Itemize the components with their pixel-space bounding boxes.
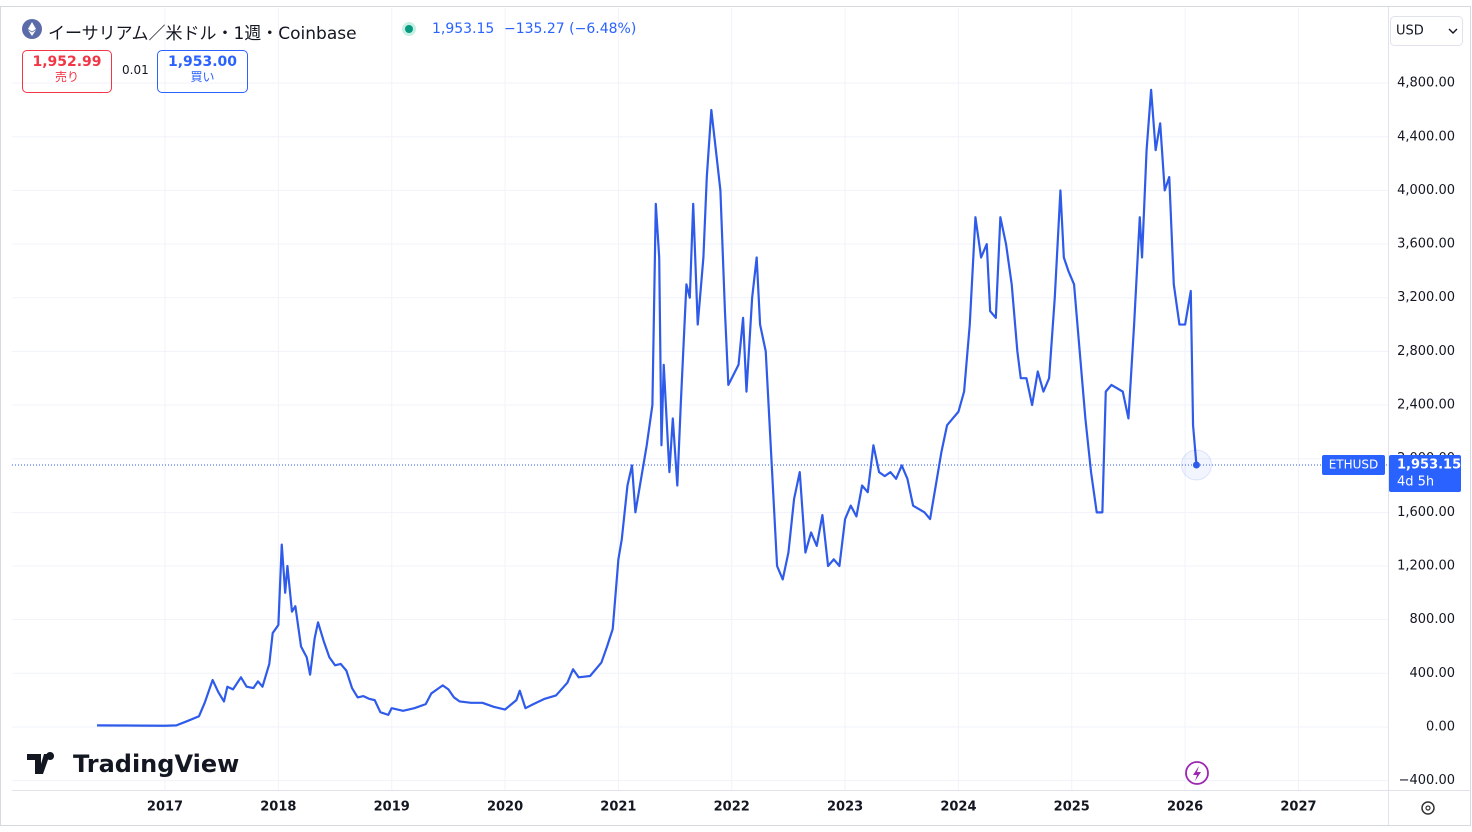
plot: [12, 88, 1388, 727]
frame-border: [0, 6, 1471, 826]
y-tick-label: 1,200.00: [1397, 558, 1455, 573]
symbol-badge-label: ETHUSD: [1329, 457, 1379, 471]
x-tick-label: 2017: [147, 800, 183, 815]
market-status[interactable]: [402, 22, 416, 36]
x-tick-label: 2021: [600, 800, 636, 815]
currency-label: USD: [1396, 24, 1424, 39]
currency-dropdown[interactable]: [1390, 16, 1463, 46]
x-tick-label: 2022: [714, 800, 750, 815]
y-tick-label: 400.00: [1410, 666, 1456, 681]
brand-name: TradingView: [73, 750, 239, 778]
brand-logo: [27, 752, 55, 774]
y-tick-label: 0.00: [1426, 719, 1455, 734]
buy-price: 1,953.00: [167, 54, 238, 70]
y-tick-label: 2,800.00: [1397, 344, 1455, 359]
x-tick-label: 2027: [1280, 800, 1316, 815]
header-change: −135.27 (−6.48%): [504, 21, 637, 37]
grid: [12, 8, 1388, 790]
x-tick-label: 2024: [940, 800, 976, 815]
y-tick-label: 3,600.00: [1397, 237, 1455, 252]
last-point: [1192, 461, 1200, 469]
lightning-icon[interactable]: [1185, 761, 1209, 785]
symbol-title: イーサリアム／米ドル・1週・Coinbase: [48, 24, 357, 44]
y-tick-label: −400.00: [1399, 773, 1455, 788]
symbol-badge: [1322, 454, 1385, 475]
y-tick-label: 1,600.00: [1397, 505, 1455, 520]
x-tick-label: 2019: [374, 800, 410, 815]
settings-icon[interactable]: [1421, 801, 1435, 815]
eth-icon: [22, 19, 42, 39]
sell-label: 売り: [54, 70, 79, 84]
dropdown-chevron: [1448, 28, 1458, 34]
y-tick-label: 4,400.00: [1397, 129, 1455, 144]
y-tick-label: 3,200.00: [1397, 290, 1455, 305]
price-badge: [1389, 454, 1461, 492]
x-tick-label: 2026: [1167, 800, 1203, 815]
x-tick-label: 2018: [260, 800, 296, 815]
buy-button[interactable]: 1,953.00 買い: [157, 50, 248, 93]
y-tick-label: 2,400.00: [1397, 398, 1455, 413]
price-badge-label: 1,953.15: [1397, 457, 1461, 472]
eth-shape: [28, 22, 36, 36]
y-tick-label: 4,800.00: [1397, 76, 1455, 91]
buy-label: 買い: [190, 70, 215, 84]
y-tick-label: 4,000.00: [1397, 183, 1455, 198]
x-tick-label: 2023: [827, 800, 863, 815]
settings-icon-core: [1425, 805, 1431, 811]
market-status-dot: [405, 25, 413, 33]
eth-glyph: [28, 22, 36, 36]
y-tick-label: 800.00: [1410, 612, 1456, 627]
sell-price: 1,952.99: [32, 54, 102, 70]
lightning-bolt: [1193, 766, 1201, 781]
price-line: [97, 88, 1198, 727]
axes: −400.00 0.00 400.00 800.00 1,200.00 1,600.00 2…: [147, 76, 1461, 815]
spread: 0.01: [122, 63, 149, 77]
x-tick-label: 2020: [487, 800, 523, 815]
header-price: 1,953.15: [432, 21, 495, 37]
sell-button[interactable]: 1,952.99 売り: [22, 50, 112, 93]
x-tick-label: 2025: [1054, 800, 1090, 815]
countdown-label: 4d 5h: [1397, 474, 1434, 489]
